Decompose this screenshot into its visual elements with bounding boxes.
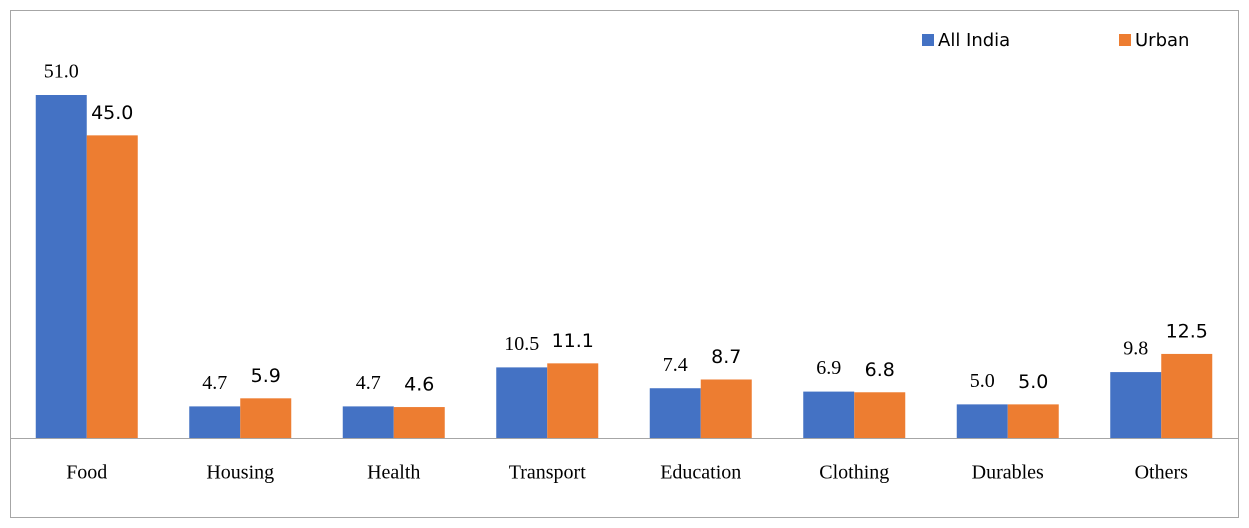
data-label: 45.0 xyxy=(91,102,133,124)
x-tick-label: Others xyxy=(1135,462,1189,484)
bar xyxy=(496,367,548,438)
bar xyxy=(189,406,241,438)
bar xyxy=(86,135,138,438)
bar xyxy=(240,398,292,438)
data-label: 4.6 xyxy=(404,374,434,396)
bar xyxy=(393,407,445,438)
chart-frame xyxy=(10,10,1239,518)
bar xyxy=(35,95,87,438)
data-label: 6.8 xyxy=(865,359,895,381)
bar xyxy=(1161,353,1213,438)
x-tick-label: Health xyxy=(367,462,420,484)
bar xyxy=(342,406,394,438)
data-label: 7.4 xyxy=(663,354,688,376)
data-label: 4.7 xyxy=(202,372,227,394)
data-label: 5.9 xyxy=(251,365,281,387)
legend-swatch xyxy=(1119,34,1131,46)
bar xyxy=(547,363,599,438)
x-tick-label: Durables xyxy=(972,462,1044,484)
data-label: 51.0 xyxy=(44,61,79,83)
data-label: 8.7 xyxy=(711,346,741,368)
data-label: 10.5 xyxy=(504,333,539,355)
data-label: 12.5 xyxy=(1166,320,1208,342)
legend-swatch xyxy=(922,34,934,46)
data-label: 5.0 xyxy=(970,370,995,392)
x-tick-label: Clothing xyxy=(819,462,889,484)
data-label: 9.8 xyxy=(1123,338,1148,360)
data-label: 6.9 xyxy=(816,357,841,379)
data-label: 11.1 xyxy=(552,330,594,352)
bar xyxy=(803,391,855,438)
x-tick-label: Housing xyxy=(206,462,274,484)
legend-label: Urban xyxy=(1135,30,1189,51)
x-tick-label: Education xyxy=(660,462,741,484)
x-tick-label: Food xyxy=(66,462,107,484)
bar xyxy=(1007,404,1059,438)
data-label: 4.7 xyxy=(356,372,381,394)
bar xyxy=(956,404,1008,438)
bar xyxy=(854,392,906,438)
bar xyxy=(649,388,701,438)
x-tick-label: Transport xyxy=(509,462,586,484)
legend-label: All India xyxy=(938,30,1010,51)
bar xyxy=(1110,372,1162,438)
data-label: 5.0 xyxy=(1018,371,1048,393)
bar xyxy=(700,379,752,438)
